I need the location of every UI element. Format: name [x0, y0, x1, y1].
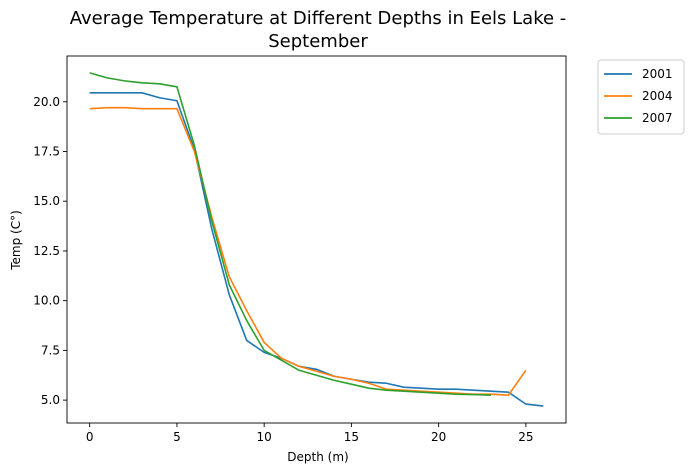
y-axis-label: Temp (C°) — [9, 210, 23, 271]
x-tick-label: 5 — [173, 430, 181, 444]
series-line-2007 — [89, 72, 492, 396]
legend-label-2004: 2004 — [642, 89, 673, 103]
x-tick-label: 20 — [431, 430, 446, 444]
legend-box — [597, 59, 685, 135]
y-tick-label: 10.0 — [33, 294, 60, 308]
series-line-2004 — [89, 106, 527, 396]
legend: 2001 2004 2007 — [597, 59, 685, 135]
legend-label-2007: 2007 — [642, 111, 673, 125]
x-tick-label: 25 — [518, 430, 533, 444]
y-tick-label: 7.5 — [41, 343, 60, 357]
y-tick-label: 12.5 — [33, 244, 60, 258]
y-tick-label: 17.5 — [33, 144, 60, 158]
chart-title-line-2: September — [268, 31, 368, 52]
x-axis-label: Depth (m) — [287, 450, 348, 464]
x-tick-label: 0 — [86, 430, 94, 444]
y-tick-label: 15.0 — [33, 194, 60, 208]
y-tick-label: 20.0 — [33, 95, 60, 109]
axes: 0 5 10 15 20 25 5.0 7.5 10.0 12.5 15.0 17.5 20.0 — [33, 55, 567, 444]
plot-frame — [66, 55, 567, 424]
plot-area — [89, 72, 544, 407]
y-tick-label: 5.0 — [41, 393, 60, 407]
x-tick-label: 10 — [257, 430, 272, 444]
x-tick-label: 15 — [344, 430, 359, 444]
series-line-2001 — [89, 92, 544, 407]
chart-title-line-1: Average Temperature at Different Depths … — [70, 8, 567, 29]
legend-label-2001: 2001 — [642, 67, 673, 81]
